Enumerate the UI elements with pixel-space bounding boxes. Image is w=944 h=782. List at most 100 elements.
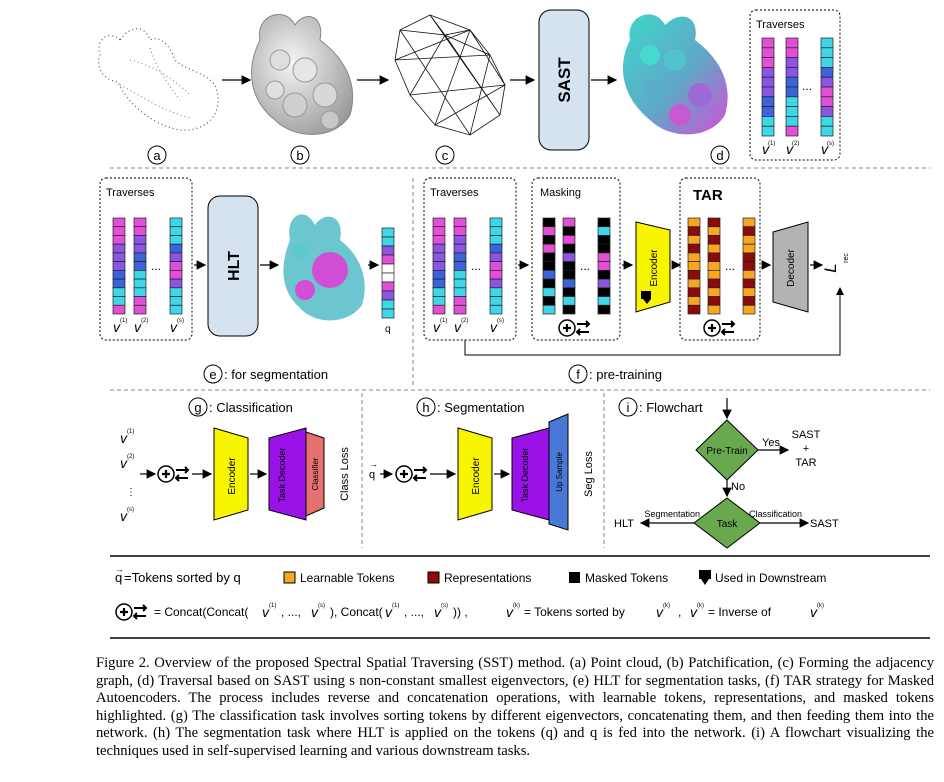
- legend-masked-swatch: [569, 572, 580, 583]
- classification-label: Classification: [749, 509, 802, 519]
- sast-result: SAST: [810, 518, 839, 530]
- svg-text:=Tokens sorted by q: =Tokens sorted by q: [124, 570, 241, 585]
- svg-text:v: v: [656, 604, 664, 620]
- class-task-decoder: [268, 427, 307, 521]
- svg-text:(1): (1): [269, 603, 276, 609]
- masking-box: [531, 177, 621, 341]
- t-col-s: [742, 217, 756, 315]
- legend-downstream: Used in Downstream: [715, 571, 826, 585]
- svg-text:(s): (s): [127, 507, 134, 513]
- svg-text:v: v: [311, 604, 319, 620]
- classifier-block: [305, 431, 325, 517]
- svg-text:(2): (2): [127, 454, 134, 460]
- svg-text:v: v: [113, 319, 121, 335]
- panel-e-marker: [203, 364, 223, 384]
- e-col-s: [169, 217, 183, 315]
- tar-box: [679, 177, 761, 341]
- classifier-label: Classifier: [311, 457, 320, 490]
- legend-inverse-of: v (k) = Inverse of v (k): [690, 603, 824, 620]
- svg-text:v: v: [786, 141, 794, 157]
- class-encoder-label: Encoder: [227, 457, 238, 495]
- upsample-block: [548, 413, 569, 531]
- svg-text:= Tokens sorted by: = Tokens sorted by: [524, 605, 625, 619]
- panel-a-marker: [147, 145, 167, 165]
- panel-f-marker: [568, 364, 588, 384]
- panel-f-token-columns: ...: [432, 217, 503, 315]
- svg-text:, ...,: , ...,: [281, 605, 301, 619]
- figure-label: Figure 2.: [96, 655, 150, 671]
- task-label: Task: [717, 519, 739, 530]
- figure-canvas: a b c SAST d Traverses ... v (1) v (2): [98, 9, 930, 639]
- segmentation-label: Segmentation: [644, 509, 700, 519]
- patchified-bunny: [251, 13, 354, 135]
- panel-h-q-input: q →: [369, 459, 378, 481]
- panel-h-concat-icon: [395, 465, 428, 483]
- svg-text:rec: rec: [843, 253, 850, 263]
- panel-h-title: : Segmentation: [437, 400, 524, 415]
- svg-text:(s): (s): [441, 603, 448, 609]
- svg-text:...: ...: [580, 259, 590, 273]
- downstream-marker-icon: [641, 291, 651, 304]
- hlt-box: [207, 195, 259, 337]
- legend-masked: Masked Tokens: [585, 571, 668, 585]
- reconstruction-loss: L rec: [821, 253, 850, 273]
- svg-text:(2): (2): [792, 141, 799, 147]
- point-cloud-bunny: [98, 28, 219, 131]
- masked-token-columns: ...: [542, 217, 611, 315]
- svg-text:(k): (k): [663, 603, 670, 609]
- tar-token-columns: ...: [687, 217, 756, 315]
- panel-e-title: Traverses: [106, 187, 155, 199]
- svg-text:,: ,: [678, 605, 681, 619]
- m-col-1: [542, 217, 556, 315]
- panel-f-v-labels: v (1) v (2) v (s): [433, 318, 504, 335]
- svg-text:v: v: [120, 455, 128, 471]
- seg-encoder-label: Encoder: [471, 457, 482, 495]
- svg-text:(k): (k): [817, 603, 824, 609]
- svg-text:v: v: [506, 604, 514, 620]
- svg-text:= Concat(Concat(: = Concat(Concat(: [154, 605, 248, 619]
- legend-concat-formula: = Concat(Concat( v (1) , ..., v (s) ), Con…: [154, 603, 468, 620]
- yes-label: Yes: [762, 437, 780, 449]
- panel-f-traverses-title: Traverses: [430, 187, 479, 199]
- panel-e-caption: : for segmentation: [224, 367, 328, 382]
- svg-text:(s): (s): [497, 318, 504, 324]
- q-token-column: [381, 227, 395, 319]
- panel-i-marker: [618, 397, 638, 417]
- segmented-bunny: [283, 214, 365, 321]
- svg-text:...: ...: [151, 259, 161, 273]
- decoder-label: Decoder: [786, 248, 797, 286]
- legend-learnable-swatch: [283, 571, 296, 584]
- panel-b-marker: [290, 145, 310, 165]
- svg-text:(1): (1): [392, 603, 399, 609]
- legend-learnable: Learnable Tokens: [300, 571, 395, 585]
- panel-i-title: : Flowchart: [639, 400, 703, 415]
- svg-text:q: q: [369, 469, 375, 481]
- svg-text:v: v: [821, 141, 829, 157]
- decoder-block: [772, 221, 809, 313]
- tar-title: TAR: [693, 187, 723, 204]
- svg-text:(k): (k): [513, 603, 520, 609]
- panel-e-traverses-box: [99, 177, 193, 341]
- f-col-s: [489, 217, 503, 315]
- panel-f-caption: : pre-training: [589, 367, 662, 382]
- class-task-decoder-label: Task Decoder: [277, 447, 287, 502]
- pretrain-encoder-label: Encoder: [649, 249, 660, 287]
- masking-concat-icon: [558, 319, 591, 337]
- colored-bunny: [622, 14, 728, 135]
- pretrain-label: Pre-Train: [706, 446, 747, 457]
- panel-e-token-columns: ...: [112, 217, 183, 315]
- svg-text:v: v: [810, 604, 818, 620]
- e-col-1: [112, 217, 126, 315]
- panel-d-traverses-box: [749, 9, 841, 161]
- panel-d-token-columns: ...: [761, 37, 834, 137]
- no-label: No: [731, 481, 745, 493]
- svg-text:(s): (s): [177, 318, 184, 324]
- panel-e-v-labels: v (1) v (2) v (s): [113, 318, 184, 335]
- panel-g-v-inputs: v (1) v (2) ⋮ v (s): [120, 429, 136, 524]
- seg-encoder: [457, 427, 493, 521]
- svg-text:v: v: [433, 319, 441, 335]
- svg-text:(1): (1): [440, 318, 447, 324]
- panel-c-letter: c: [442, 148, 449, 163]
- seg-loss-label: Seg Loss: [583, 451, 595, 497]
- class-loss-label: Class Loss: [339, 447, 351, 501]
